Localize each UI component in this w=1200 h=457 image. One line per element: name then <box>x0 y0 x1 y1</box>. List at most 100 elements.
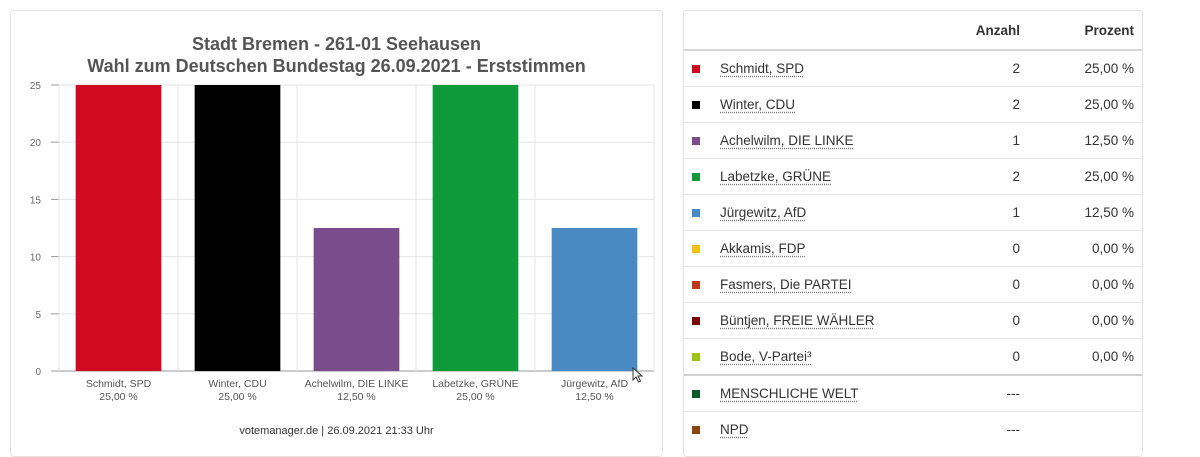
row-name-cell: Jürgewitz, AfD <box>720 195 930 231</box>
candidate-name[interactable]: Schmidt, SPD <box>720 61 804 76</box>
row-name-cell: MENSCHLICHE WELT <box>720 375 930 412</box>
candidate-name[interactable]: Bode, V-Partei³ <box>720 349 812 364</box>
candidate-name[interactable]: MENSCHLICHE WELT <box>720 386 859 401</box>
row-swatch-cell <box>684 159 720 195</box>
y-tick-label: 15 <box>30 195 42 206</box>
row-swatch-cell <box>684 375 720 412</box>
bar-percent-label: 25,00 % <box>218 391 257 403</box>
row-name-cell: Achelwilm, DIE LINKE <box>720 123 930 159</box>
vote-percent: 0,00 % <box>1034 303 1142 339</box>
table-header-row: Anzahl Prozent <box>684 11 1142 50</box>
candidate-name[interactable]: Jürgewitz, AfD <box>720 205 806 220</box>
candidate-name[interactable]: Fasmers, Die PARTEI <box>720 277 852 292</box>
candidate-name[interactable]: Labetzke, GRÜNE <box>720 169 831 184</box>
row-swatch-cell <box>684 339 720 376</box>
vote-percent: 25,00 % <box>1034 87 1142 123</box>
candidate-name[interactable]: Achelwilm, DIE LINKE <box>720 133 854 148</box>
table-row: MENSCHLICHE WELT --- <box>684 375 1142 412</box>
table-row: Fasmers, Die PARTEI 0 0,00 % <box>684 267 1142 303</box>
party-color-swatch <box>692 353 700 361</box>
bar-chart: 0510152025Schmidt, SPD25,00 %Winter, CDU… <box>11 11 662 456</box>
row-swatch-cell <box>684 50 720 87</box>
chart-footer: votemanager.de | 26.09.2021 21:33 Uhr <box>11 425 662 437</box>
table-row: Winter, CDU 2 25,00 % <box>684 87 1142 123</box>
y-tick-label: 5 <box>35 310 41 321</box>
vote-count: 1 <box>930 123 1034 159</box>
party-color-swatch <box>692 101 700 109</box>
y-tick-label: 20 <box>30 138 42 149</box>
row-swatch-cell <box>684 87 720 123</box>
candidate-name[interactable]: Winter, CDU <box>720 97 795 112</box>
bar <box>195 85 281 371</box>
vote-percent: 0,00 % <box>1034 339 1142 376</box>
candidate-name[interactable]: Büntjen, FREIE WÄHLER <box>720 313 875 328</box>
results-table: Anzahl Prozent Schmidt, SPD 2 25,00 % Winte… <box>684 11 1142 447</box>
row-swatch-cell <box>684 123 720 159</box>
table-row: Büntjen, FREIE WÄHLER 0 0,00 % <box>684 303 1142 339</box>
mouse-cursor-icon <box>632 367 644 383</box>
party-color-swatch <box>692 317 700 325</box>
vote-count: 2 <box>930 159 1034 195</box>
row-swatch-cell <box>684 412 720 448</box>
row-name-cell: NPD <box>720 412 930 448</box>
vote-count: --- <box>930 375 1034 412</box>
row-swatch-cell <box>684 303 720 339</box>
vote-count: --- <box>930 412 1034 448</box>
candidate-name[interactable]: NPD <box>720 422 749 437</box>
chart-subtitle: Wahl zum Deutschen Bundestag 26.09.2021 … <box>11 55 662 77</box>
bar <box>76 85 162 371</box>
y-tick-label: 25 <box>30 81 42 92</box>
results-table-panel: Anzahl Prozent Schmidt, SPD 2 25,00 % Winte… <box>683 10 1143 457</box>
bar-percent-label: 25,00 % <box>99 391 138 403</box>
row-name-cell: Fasmers, Die PARTEI <box>720 267 930 303</box>
chart-title-block: Stadt Bremen - 261-01 Seehausen Wahl zum… <box>11 33 662 77</box>
vote-count: 0 <box>930 231 1034 267</box>
x-tick-label: Achelwilm, DIE LINKE <box>305 378 409 390</box>
party-color-swatch <box>692 137 700 145</box>
row-name-cell: Schmidt, SPD <box>720 50 930 87</box>
vote-count: 0 <box>930 267 1034 303</box>
x-tick-label: Jürgewitz, AfD <box>561 378 629 390</box>
row-swatch-cell <box>684 195 720 231</box>
party-color-swatch <box>692 65 700 73</box>
table-row: NPD --- <box>684 412 1142 448</box>
table-row: Akkamis, FDP 0 0,00 % <box>684 231 1142 267</box>
party-color-swatch <box>692 426 700 434</box>
bar <box>433 85 519 371</box>
row-name-cell: Akkamis, FDP <box>720 231 930 267</box>
vote-percent: 25,00 % <box>1034 50 1142 87</box>
party-color-swatch <box>692 245 700 253</box>
table-row: Schmidt, SPD 2 25,00 % <box>684 50 1142 87</box>
chart-title: Stadt Bremen - 261-01 Seehausen <box>11 33 662 55</box>
row-name-cell: Labetzke, GRÜNE <box>720 159 930 195</box>
header-swatch <box>684 11 720 50</box>
y-tick-label: 10 <box>30 253 42 264</box>
header-name <box>720 11 930 50</box>
x-tick-label: Schmidt, SPD <box>86 378 152 390</box>
row-swatch-cell <box>684 231 720 267</box>
vote-count: 0 <box>930 339 1034 376</box>
row-swatch-cell <box>684 267 720 303</box>
vote-percent: 0,00 % <box>1034 231 1142 267</box>
vote-count: 2 <box>930 50 1034 87</box>
bar <box>314 228 400 371</box>
table-row: Bode, V-Partei³ 0 0,00 % <box>684 339 1142 376</box>
vote-percent: 12,50 % <box>1034 123 1142 159</box>
bar-percent-label: 12,50 % <box>337 391 376 403</box>
party-color-swatch <box>692 281 700 289</box>
header-percent: Prozent <box>1034 11 1142 50</box>
vote-percent: 25,00 % <box>1034 159 1142 195</box>
x-tick-label: Winter, CDU <box>208 378 266 390</box>
table-row: Achelwilm, DIE LINKE 1 12,50 % <box>684 123 1142 159</box>
vote-percent <box>1034 375 1142 412</box>
row-name-cell: Bode, V-Partei³ <box>720 339 930 376</box>
row-name-cell: Büntjen, FREIE WÄHLER <box>720 303 930 339</box>
party-color-swatch <box>692 173 700 181</box>
party-color-swatch <box>692 209 700 217</box>
vote-count: 2 <box>930 87 1034 123</box>
table-row: Jürgewitz, AfD 1 12,50 % <box>684 195 1142 231</box>
bar-percent-label: 25,00 % <box>456 391 495 403</box>
vote-percent: 0,00 % <box>1034 267 1142 303</box>
vote-percent: 12,50 % <box>1034 195 1142 231</box>
candidate-name[interactable]: Akkamis, FDP <box>720 241 806 256</box>
